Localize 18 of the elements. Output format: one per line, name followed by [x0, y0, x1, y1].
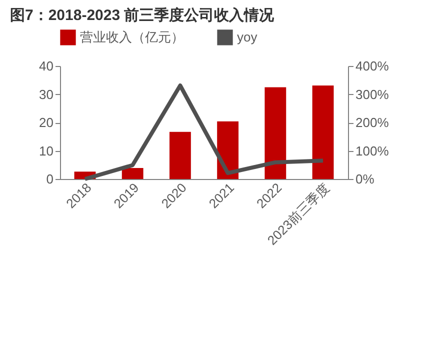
bar	[312, 85, 334, 179]
line-series	[82, 83, 326, 181]
y-tick-label: 20	[39, 115, 54, 130]
y2-tick-label: 200%	[356, 115, 390, 130]
y-tick-label: 30	[39, 86, 54, 102]
bar	[264, 87, 286, 179]
y2-tick-label: 300%	[356, 86, 390, 102]
y-tick-label: 0	[46, 172, 54, 186]
legend-label: yoy	[237, 29, 258, 44]
y2-tick-label: 400%	[356, 58, 390, 74]
y2-tick-label: 100%	[356, 143, 390, 158]
y2-tick-label: 0%	[356, 172, 375, 186]
y-tick-label: 10	[39, 143, 54, 158]
bar	[169, 132, 191, 179]
y-tick-label: 40	[39, 58, 54, 74]
legend-label: 营业收入（亿元）	[80, 29, 184, 44]
bar	[122, 168, 144, 179]
chart-title: 图7：2018-2023 前三季度公司收入情况	[10, 6, 276, 24]
